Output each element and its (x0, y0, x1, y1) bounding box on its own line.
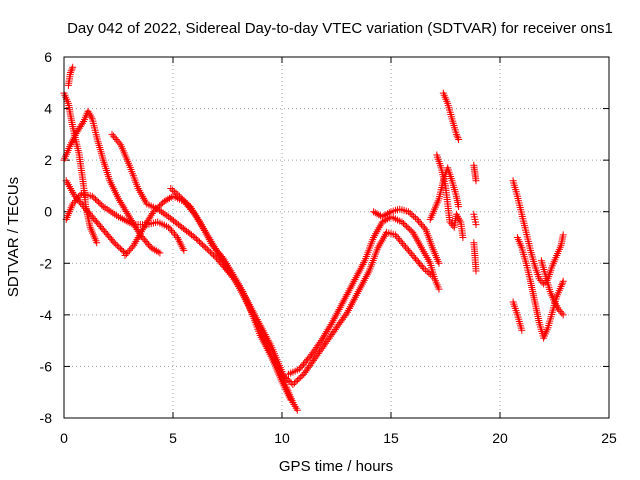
x-axis-label: GPS time / hours (279, 458, 393, 475)
y-tick-label: 6 (44, 49, 52, 65)
data-marker-trace (108, 130, 301, 414)
series-track-18 (509, 177, 567, 288)
series-track-3 (60, 107, 164, 257)
data-marker-trace (470, 161, 480, 185)
series-track-17 (509, 298, 526, 334)
plot-frame (63, 56, 610, 419)
series-track-7 (62, 177, 129, 257)
series-track-10 (370, 205, 443, 267)
series-track-2 (64, 63, 77, 89)
data-marker-trace (60, 107, 164, 257)
series-track-19 (513, 234, 567, 342)
series-track-13 (439, 89, 463, 143)
data-marker-trace (121, 192, 295, 404)
x-tick-label: 10 (274, 430, 290, 446)
series-track-12 (433, 151, 467, 241)
y-tick-label: 4 (44, 101, 52, 117)
data-marker-trace (537, 257, 567, 319)
series-track-6 (121, 192, 295, 404)
data-marker-trace (167, 185, 436, 388)
data-marker-trace (285, 213, 443, 378)
x-tick-label: 20 (492, 430, 508, 446)
data-marker-trace (509, 298, 526, 334)
chart-title: Day 042 of 2022, Sidereal Day-to-day VTE… (67, 20, 613, 37)
series-track-16 (470, 239, 480, 275)
data-marker-trace (470, 210, 480, 229)
data-marker-trace (64, 63, 77, 89)
series-track-8 (167, 185, 436, 388)
data-marker-trace (509, 177, 567, 288)
data-marker-trace (433, 151, 467, 241)
y-tick-label: 2 (44, 152, 52, 168)
data-marker-trace (370, 205, 443, 267)
data-marker-trace (470, 239, 480, 275)
y-tick-label: -4 (40, 307, 53, 323)
y-tick-label: -2 (40, 255, 53, 271)
data-marker-trace (439, 89, 463, 143)
data-marker-trace (513, 234, 567, 342)
x-tick-label: 5 (169, 430, 177, 446)
data-marker-trace (62, 177, 129, 257)
y-axis-label: SDTVAR / TECUs (5, 177, 22, 297)
series-track-14 (470, 161, 480, 185)
x-tick-label: 15 (383, 430, 399, 446)
y-tick-label: 0 (44, 204, 52, 220)
x-tick-label: 0 (60, 430, 68, 446)
data-points (60, 63, 567, 414)
x-tick-label: 25 (601, 430, 617, 446)
y-tick-label: -8 (40, 410, 53, 426)
series-track-9 (285, 213, 443, 378)
series-track-15 (470, 210, 480, 229)
series-track-5 (108, 130, 301, 414)
y-tick-label: -6 (40, 358, 53, 374)
series-track-20 (537, 257, 567, 319)
